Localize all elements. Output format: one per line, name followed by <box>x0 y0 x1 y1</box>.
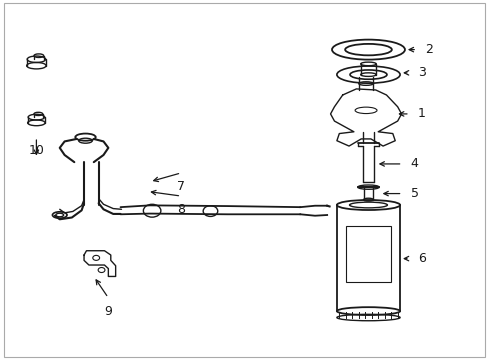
Text: 8: 8 <box>177 203 185 216</box>
Text: 9: 9 <box>104 305 112 318</box>
Text: 7: 7 <box>177 180 185 193</box>
Text: 5: 5 <box>410 187 418 200</box>
Text: 3: 3 <box>417 66 425 79</box>
Text: 2: 2 <box>425 43 432 56</box>
Text: 1: 1 <box>417 107 425 120</box>
Text: 10: 10 <box>28 144 44 157</box>
Bar <box>346 226 390 282</box>
Text: 4: 4 <box>410 157 418 170</box>
Text: 6: 6 <box>417 252 425 265</box>
